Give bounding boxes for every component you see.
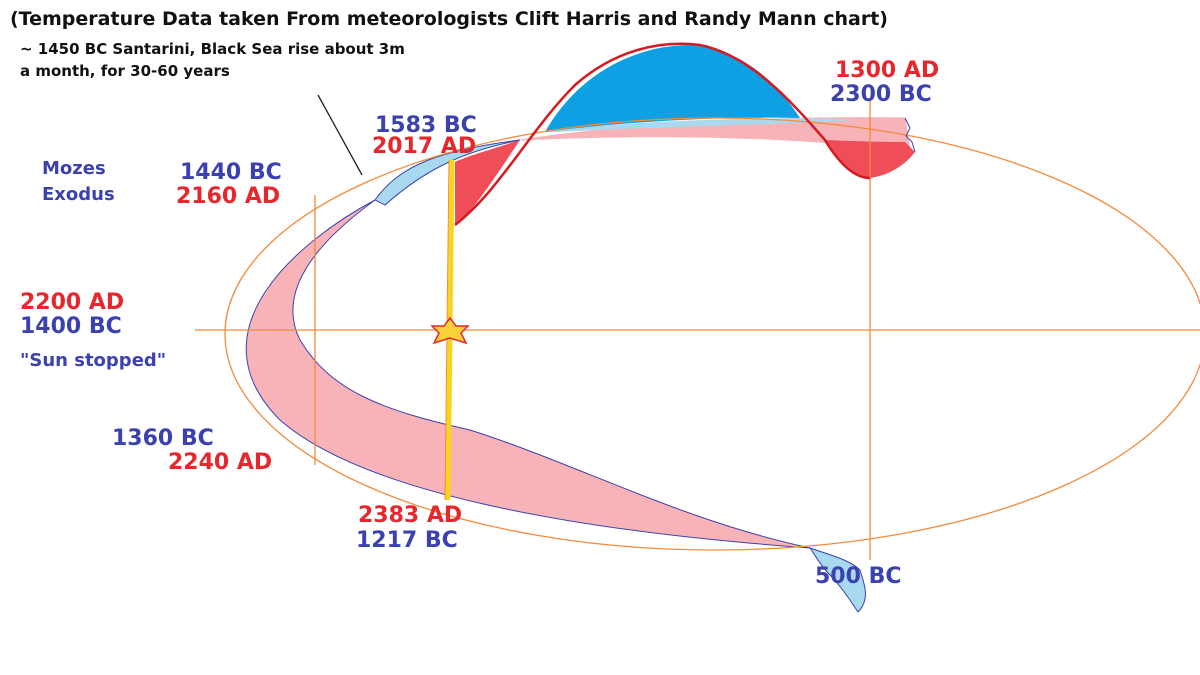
label-2383-ad: 2383 AD	[358, 503, 463, 528]
label-2240-ad: 2240 AD	[168, 450, 273, 475]
label-1440-bc: 1440 BC	[180, 160, 282, 185]
label-1583-bc: 1583 BC	[375, 113, 477, 138]
chart-title: (Temperature Data taken From meteorologi…	[10, 8, 888, 30]
label-sun-stopped: "Sun stopped"	[20, 350, 167, 371]
label-2200-ad: 2200 AD	[20, 290, 125, 315]
light-blue-ribbon	[374, 139, 521, 206]
label-mozes: Mozes	[42, 158, 106, 179]
label-1217-bc: 1217 BC	[356, 528, 458, 553]
pink-band-lower	[245, 199, 811, 549]
label-1360-bc: 1360 BC	[112, 426, 214, 451]
label-exodus: Exodus	[42, 184, 115, 205]
star-icon	[430, 316, 470, 345]
note-line-2: a month, for 30-60 years	[20, 62, 230, 80]
red-temperature-curve	[454, 42, 871, 226]
label-500-bc: 500 BC	[815, 564, 902, 589]
label-2160-ad: 2160 AD	[176, 184, 281, 209]
light-blue-blob-500bc	[808, 547, 866, 613]
label-1400-bc: 1400 BC	[20, 314, 122, 339]
pointer-line	[317, 94, 363, 176]
label-2017-ad: 2017 AD	[372, 134, 477, 159]
note-line-1: ~ 1450 BC Santarini, Black Sea rise abou…	[20, 40, 405, 58]
light-blue-ribbon-top	[544, 118, 851, 133]
orbit-ellipse	[224, 117, 1200, 551]
jagged-edge	[904, 117, 916, 153]
label-2300-bc: 2300 BC	[830, 82, 932, 107]
label-1300-ad: 1300 AD	[835, 58, 940, 83]
red-fill-left	[455, 140, 520, 225]
blue-hump	[545, 45, 800, 132]
